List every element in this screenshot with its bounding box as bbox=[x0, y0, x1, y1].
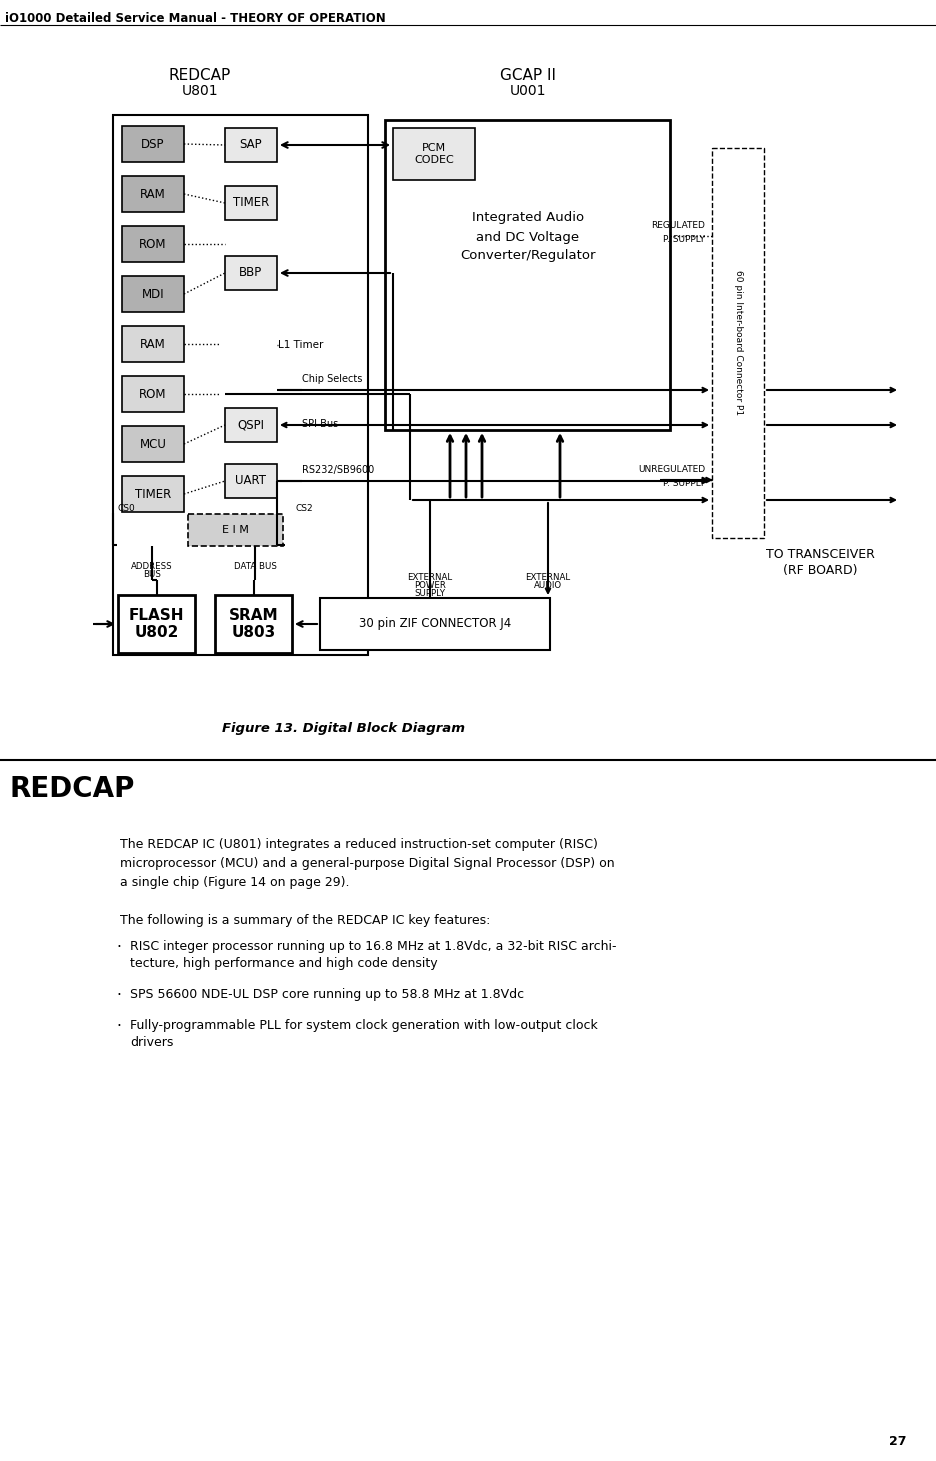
Text: Integrated Audio: Integrated Audio bbox=[472, 212, 584, 225]
Bar bbox=[215, 595, 292, 653]
Text: PCM
CODEC: PCM CODEC bbox=[414, 143, 454, 165]
Text: TIMER: TIMER bbox=[233, 196, 270, 209]
Text: microprocessor (MCU) and a general-purpose Digital Signal Processor (DSP) on: microprocessor (MCU) and a general-purpo… bbox=[120, 858, 615, 869]
Text: SRAM
U803: SRAM U803 bbox=[228, 608, 278, 640]
Text: CS0: CS0 bbox=[117, 504, 135, 513]
Text: UART: UART bbox=[236, 475, 267, 488]
Text: GCAP II: GCAP II bbox=[500, 67, 556, 82]
Text: ADDRESS: ADDRESS bbox=[131, 562, 173, 571]
Text: SPS 56600 NDE-UL DSP core running up to 58.8 MHz at 1.8Vdc: SPS 56600 NDE-UL DSP core running up to … bbox=[130, 988, 524, 1001]
Text: RISC integer processor running up to 16.8 MHz at 1.8Vdc, a 32-bit RISC archi-: RISC integer processor running up to 16.… bbox=[130, 939, 617, 953]
Text: P. SUPPLY: P. SUPPLY bbox=[663, 235, 705, 244]
Text: RAM: RAM bbox=[140, 337, 166, 351]
Text: Converter/Regulator: Converter/Regulator bbox=[461, 250, 595, 263]
Text: ·: · bbox=[116, 988, 121, 1004]
Text: MCU: MCU bbox=[139, 437, 167, 450]
Bar bbox=[113, 115, 368, 655]
Text: CS2: CS2 bbox=[295, 504, 313, 513]
Text: UNREGULATED: UNREGULATED bbox=[637, 465, 705, 473]
Bar bbox=[320, 598, 550, 650]
Text: drivers: drivers bbox=[130, 1036, 173, 1049]
Bar bbox=[225, 465, 277, 498]
Text: L1 Timer: L1 Timer bbox=[278, 340, 323, 351]
Bar bbox=[188, 514, 283, 546]
Bar bbox=[225, 186, 277, 221]
Bar bbox=[122, 427, 184, 462]
Text: RAM: RAM bbox=[140, 187, 166, 200]
Text: 60 pin Inter-board Connector P1: 60 pin Inter-board Connector P1 bbox=[734, 270, 742, 415]
Text: ROM: ROM bbox=[139, 387, 167, 400]
Text: REGULATED: REGULATED bbox=[651, 221, 705, 229]
Text: DATA BUS: DATA BUS bbox=[234, 562, 276, 571]
Text: QSPI: QSPI bbox=[238, 418, 265, 431]
Bar bbox=[122, 326, 184, 362]
Bar bbox=[122, 226, 184, 262]
Text: REDCAP: REDCAP bbox=[168, 67, 231, 82]
Text: The following is a summary of the REDCAP IC key features:: The following is a summary of the REDCAP… bbox=[120, 915, 490, 926]
Text: iO1000 Detailed Service Manual - THEORY OF OPERATION: iO1000 Detailed Service Manual - THEORY … bbox=[5, 12, 386, 25]
Text: TO TRANSCEIVER: TO TRANSCEIVER bbox=[766, 548, 874, 561]
Text: E I M: E I M bbox=[222, 524, 249, 535]
Bar bbox=[225, 408, 277, 443]
Text: 30 pin ZIF CONNECTOR J4: 30 pin ZIF CONNECTOR J4 bbox=[358, 618, 511, 631]
Bar bbox=[225, 129, 277, 162]
Bar bbox=[225, 256, 277, 289]
Text: ROM: ROM bbox=[139, 238, 167, 250]
Text: Figure 13. Digital Block Diagram: Figure 13. Digital Block Diagram bbox=[222, 722, 465, 735]
Text: SPI Bus: SPI Bus bbox=[302, 419, 338, 430]
Text: U801: U801 bbox=[182, 83, 218, 98]
Text: tecture, high performance and high code density: tecture, high performance and high code … bbox=[130, 957, 438, 970]
Text: a single chip (Figure 14 on page 29).: a single chip (Figure 14 on page 29). bbox=[120, 877, 349, 888]
Text: RS232/SB9600: RS232/SB9600 bbox=[302, 465, 374, 475]
Bar bbox=[122, 375, 184, 412]
Text: ·: · bbox=[116, 1018, 121, 1034]
Text: Chip Selects: Chip Selects bbox=[302, 374, 362, 384]
Bar bbox=[118, 595, 195, 653]
Text: SUPPLY: SUPPLY bbox=[415, 589, 446, 598]
Text: 27: 27 bbox=[888, 1435, 906, 1448]
Bar bbox=[122, 476, 184, 511]
Text: MDI: MDI bbox=[141, 288, 165, 301]
Text: FLASH
U802: FLASH U802 bbox=[129, 608, 184, 640]
Text: The REDCAP IC (U801) integrates a reduced instruction-set computer (RISC): The REDCAP IC (U801) integrates a reduce… bbox=[120, 839, 598, 850]
Text: ·: · bbox=[116, 939, 121, 955]
Text: and DC Voltage: and DC Voltage bbox=[476, 231, 579, 244]
Bar bbox=[385, 120, 670, 430]
Text: AUDIO: AUDIO bbox=[534, 581, 562, 590]
Text: SAP: SAP bbox=[240, 139, 262, 152]
Text: TIMER: TIMER bbox=[135, 488, 171, 501]
Text: BBP: BBP bbox=[240, 266, 263, 279]
Text: POWER: POWER bbox=[414, 581, 446, 590]
Text: REDCAP: REDCAP bbox=[10, 774, 136, 804]
Bar bbox=[393, 129, 475, 180]
Text: U001: U001 bbox=[510, 83, 547, 98]
Text: (RF BOARD): (RF BOARD) bbox=[782, 564, 857, 577]
Text: DSP: DSP bbox=[141, 137, 165, 150]
Bar bbox=[122, 126, 184, 162]
Bar bbox=[122, 175, 184, 212]
Text: EXTERNAL: EXTERNAL bbox=[525, 573, 571, 581]
Bar bbox=[122, 276, 184, 313]
Text: EXTERNAL: EXTERNAL bbox=[407, 573, 453, 581]
Text: BUS: BUS bbox=[143, 570, 161, 579]
Text: P. SUPPLY: P. SUPPLY bbox=[663, 479, 705, 488]
Bar bbox=[712, 148, 764, 538]
Text: Fully-programmable PLL for system clock generation with low-output clock: Fully-programmable PLL for system clock … bbox=[130, 1018, 598, 1031]
